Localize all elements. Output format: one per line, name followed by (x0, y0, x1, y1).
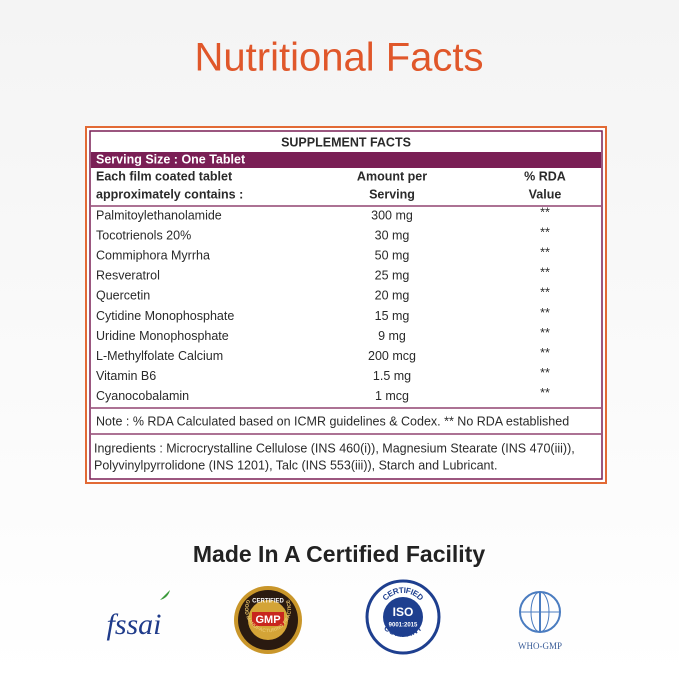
ingredients-line: Ingredients : Microcrystalline Cellulose… (94, 441, 575, 455)
table-inner-border (89, 130, 603, 480)
nutrient-name: Cyanocobalamin (96, 389, 189, 403)
nutrient-rda: ** (540, 286, 550, 300)
nutrient-name: Vitamin B6 (96, 369, 156, 383)
page-title: Nutritional Facts (195, 36, 484, 80)
column-header: approximately contains : (96, 187, 243, 201)
nutrient-amount: 25 mg (375, 269, 410, 283)
nutrient-name: Resveratrol (96, 269, 160, 283)
nutrient-name: Palmitoylethanolamide (96, 208, 222, 222)
fssai-leaf (160, 590, 170, 600)
nutrient-name: Quercetin (96, 289, 150, 303)
nutrient-amount: 1 mcg (375, 389, 409, 403)
nutrient-rda: ** (540, 346, 550, 360)
gmp-main: GMP (255, 614, 280, 626)
nutrient-rda: ** (540, 386, 550, 400)
nutrient-name: Tocotrienols 20% (96, 228, 191, 242)
column-header: Each film coated tablet (96, 169, 233, 183)
column-header: Value (529, 187, 562, 201)
table-outer-border (85, 126, 607, 484)
column-header: % RDA (524, 169, 566, 183)
column-header: Amount per (357, 169, 427, 183)
nutrient-rda: ** (540, 266, 550, 280)
who-label: WHO-GMP (518, 641, 562, 651)
certifications-heading: Made In A Certified Facility (193, 541, 485, 567)
nutrient-amount: 20 mg (375, 289, 410, 303)
nutrient-rda: ** (540, 366, 550, 380)
ingredients-line: Polyvinylpyrrolidone (INS 1201), Talc (I… (94, 458, 497, 472)
nutrient-amount: 30 mg (375, 228, 410, 242)
nutrient-amount: 1.5 mg (373, 369, 411, 383)
iso-main: ISO (393, 605, 414, 619)
nutrient-amount: 300 mg (371, 208, 413, 222)
iso-inner (383, 597, 423, 637)
nutrient-name: Commiphora Myrrha (96, 248, 210, 262)
serving-size: Serving Size : One Tablet (96, 152, 246, 166)
nutrient-rda: ** (540, 306, 550, 320)
iso-sub: 9001:2015 (389, 623, 418, 629)
serving-bar (91, 152, 601, 168)
nutrient-amount: 50 mg (375, 248, 410, 262)
nutrient-amount: 200 mcg (368, 349, 416, 363)
table-heading: SUPPLEMENT FACTS (281, 135, 411, 149)
nutrient-name: Cytidine Monophosphate (96, 309, 234, 323)
nutrient-rda: ** (540, 326, 550, 340)
column-header: Serving (369, 187, 415, 201)
nutrient-name: L-Methylfolate Calcium (96, 349, 223, 363)
nutrient-amount: 9 mg (378, 329, 406, 343)
nutrient-name: Uridine Monophosphate (96, 329, 229, 343)
fssai-logo: fssai (106, 608, 161, 641)
nutrient-rda: ** (540, 205, 550, 219)
nutrient-rda: ** (540, 245, 550, 259)
nutrient-rda: ** (540, 225, 550, 239)
gmp-band (252, 612, 284, 626)
gmp-top: CERTIFIED (252, 599, 284, 605)
nutrient-amount: 15 mg (375, 309, 410, 323)
table-note: Note : % RDA Calculated based on ICMR gu… (96, 414, 569, 428)
